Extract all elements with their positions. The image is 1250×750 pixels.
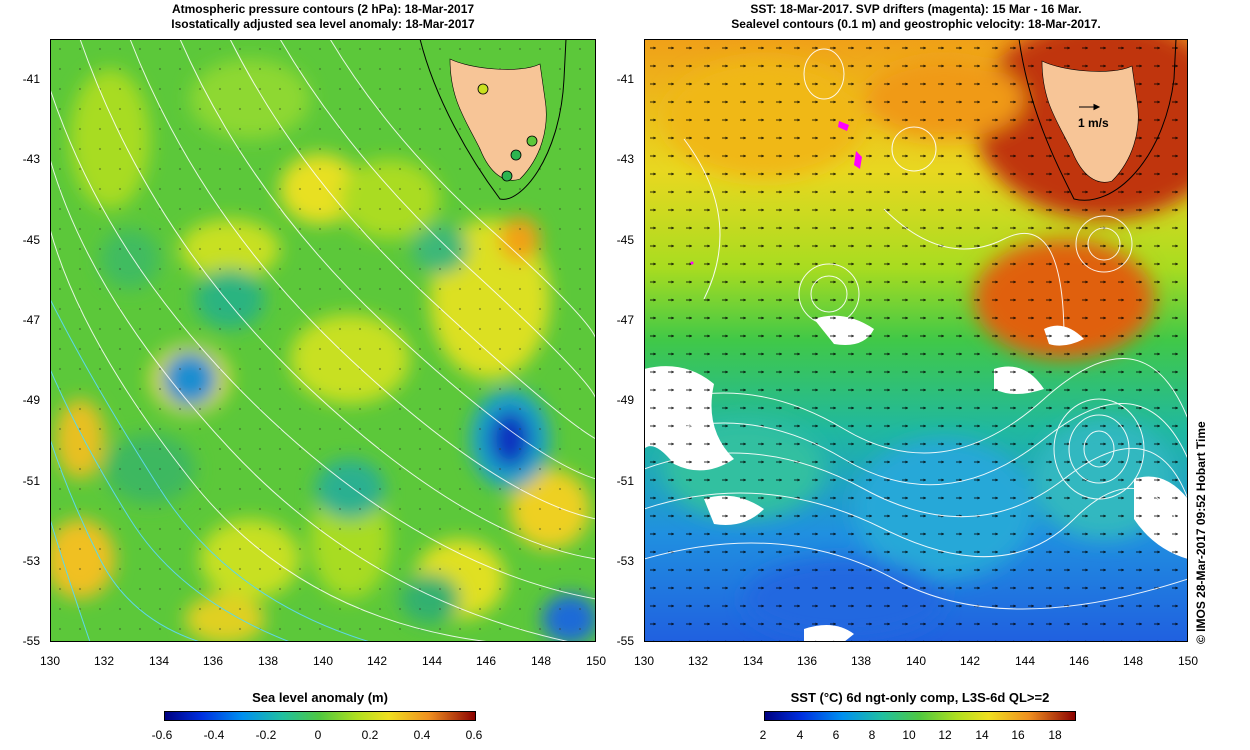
lon-tick: 142 [959,654,981,668]
lon-tick: 148 [530,654,552,668]
lon-tick: 134 [742,654,764,668]
colorbar-tick: 8 [868,728,876,742]
lon-tick: 132 [687,654,709,668]
lon-tick: 150 [585,654,607,668]
lat-tick: -41 [616,72,634,86]
right-colorbar [764,711,1076,721]
colorbar-tick: 0.2 [361,728,379,742]
lat-tick: -51 [616,474,634,488]
velocity-scale-arrow [1079,103,1101,111]
colorbar-tick: 0.6 [465,728,483,742]
lon-tick: 130 [633,654,655,668]
lon-tick: 146 [475,654,497,668]
colorbar-tick: 6 [832,728,840,742]
colorbar-tick: 16 [1011,728,1025,742]
colorbar-tick: 0.4 [413,728,431,742]
lat-tick: -55 [22,634,40,648]
lon-tick: 144 [1014,654,1036,668]
colorbar-tick: 12 [938,728,952,742]
left-title-line1: Atmospheric pressure contours (2 hPa): 1… [171,2,475,16]
lat-tick: -49 [22,393,40,407]
lat-tick: -49 [616,393,634,407]
lon-tick: 134 [148,654,170,668]
colorbar-tick: -0.6 [151,728,173,742]
lon-tick: 150 [1177,654,1199,668]
lon-tick: 132 [93,654,115,668]
lat-tick: -45 [616,233,634,247]
left-map [50,39,596,642]
right-title-line1: SST: 18-Mar-2017. SVP drifters (magenta)… [750,2,1082,16]
lon-tick: 138 [850,654,872,668]
lon-tick: 144 [421,654,443,668]
lat-tick: -55 [616,634,634,648]
lon-tick: 140 [312,654,334,668]
lat-tick: -43 [22,152,40,166]
colorbar-tick: -0.4 [203,728,225,742]
right-colorbar-title: SST (°C) 6d ngt-only comp, L3S-6d QL>=2 [790,690,1050,705]
lon-tick: 136 [796,654,818,668]
left-title-line2: Isostatically adjusted sea level anomaly… [171,17,475,31]
lat-tick: -43 [616,152,634,166]
land-tasmania-left [449,58,547,181]
lon-tick: 130 [39,654,61,668]
lat-tick: -47 [616,313,634,327]
land-tasmania-right [1041,60,1139,183]
colorbar-tick: -0.2 [255,728,277,742]
left-colorbar-title: Sea level anomaly (m) [252,690,388,705]
lat-tick: -47 [22,313,40,327]
imos-credit: © IMOS 28-Mar-2017 09:52 Hobart Time [1194,421,1208,644]
lon-tick: 136 [202,654,224,668]
right-map: 1 m/s [644,39,1188,642]
left-colorbar [164,711,476,721]
colorbar-tick: 10 [902,728,916,742]
colorbar-tick: 4 [796,728,804,742]
lat-tick: -41 [22,72,40,86]
lat-tick: -51 [22,474,40,488]
lat-tick: -45 [22,233,40,247]
lon-tick: 148 [1122,654,1144,668]
colorbar-tick: 2 [759,728,767,742]
colorbar-tick: 18 [1048,728,1062,742]
colorbar-tick: 0 [314,728,322,742]
velocity-scale-label: 1 m/s [1078,116,1109,130]
colorbar-tick: 14 [975,728,989,742]
lon-tick: 138 [257,654,279,668]
lon-tick: 146 [1068,654,1090,668]
right-title-line2: Sealevel contours (0.1 m) and geostrophi… [731,17,1101,31]
lat-tick: -53 [22,554,40,568]
lat-tick: -53 [616,554,634,568]
lon-tick: 140 [905,654,927,668]
lon-tick: 142 [366,654,388,668]
